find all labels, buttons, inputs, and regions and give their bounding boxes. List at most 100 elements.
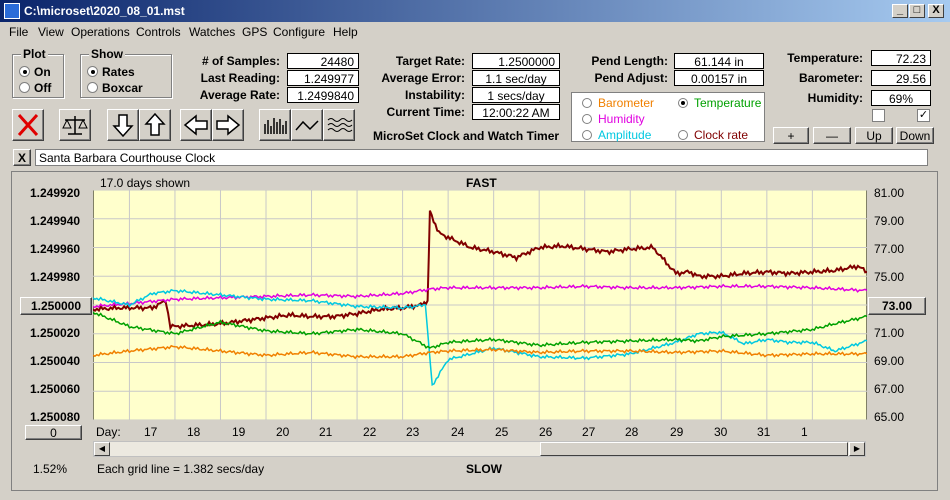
right-tick: 65.00 [874, 410, 905, 424]
menu-gps[interactable]: GPS [242, 25, 268, 39]
right-tick: 67.00 [874, 382, 905, 396]
slow-label: SLOW [466, 462, 502, 476]
instability-label: Instability: [404, 88, 465, 102]
arrow-left-icon [183, 114, 208, 136]
arrow-right-icon [216, 114, 241, 136]
day-tick: 21 [319, 425, 333, 439]
right-center-button[interactable]: 73.00 [868, 297, 926, 315]
zero-button[interactable]: 0 [25, 425, 82, 440]
sensor-temperature-radio[interactable]: Temperature [678, 96, 761, 110]
scales-icon [62, 116, 88, 135]
show-boxcar-radio[interactable]: Boxcar [87, 81, 143, 95]
radio-selected-icon [19, 66, 30, 77]
arrow-up-button[interactable] [139, 109, 171, 141]
radio-empty-icon [678, 130, 688, 140]
arrow-down-icon [112, 114, 134, 138]
day-tick: 1 [801, 425, 808, 439]
menu-configure[interactable]: Configure [273, 25, 326, 39]
fast-label: FAST [466, 176, 497, 190]
sensor-amplitude-radio[interactable]: Amplitude [582, 128, 651, 142]
samples-value: 24480 [287, 53, 359, 69]
barometer-value: 29.56 [871, 70, 931, 86]
day-tick: 23 [406, 425, 420, 439]
day-tick: 25 [495, 425, 509, 439]
menu-operations[interactable]: Operations [71, 25, 130, 39]
average-rate-value: 1.2499840 [287, 87, 359, 103]
up-button[interactable]: Up [855, 127, 893, 144]
radio-empty-icon [582, 114, 592, 124]
stop-button[interactable] [12, 109, 44, 141]
wave-icon [327, 118, 353, 132]
series-line-clock-rate [93, 210, 867, 332]
menu-file[interactable]: File [9, 25, 29, 39]
right-tick: 69.00 [874, 354, 905, 368]
left-center-button[interactable]: 1.250000 [20, 297, 92, 315]
radio-selected-icon [678, 98, 688, 108]
menu-watches[interactable]: Watches [189, 25, 236, 39]
left-tick: 1.250040 [30, 354, 81, 368]
humidity-label: Humidity: [807, 91, 863, 105]
show-rates-radio[interactable]: Rates [87, 65, 135, 79]
day-tick: 28 [625, 425, 639, 439]
line-button[interactable] [291, 109, 323, 141]
clock-close-button[interactable]: X [13, 149, 31, 166]
arrow-left-button[interactable] [180, 109, 212, 141]
down-button[interactable]: Down [896, 127, 934, 144]
left-tick: 1.250060 [30, 382, 81, 396]
arrow-right-button[interactable] [212, 109, 244, 141]
bar-graph-icon [264, 118, 287, 134]
sensor-humidity-radio[interactable]: Humidity [582, 112, 645, 126]
scroll-left-icon[interactable]: ◀ [94, 442, 110, 456]
average-error-label: Average Error: [381, 71, 465, 85]
sensor-clock-rate-radio[interactable]: Clock rate [678, 128, 748, 142]
samples-label: # of Samples: [201, 54, 280, 68]
humidity-value: 69% [871, 90, 931, 106]
line-graph-icon [295, 120, 319, 131]
radio-empty-icon [582, 130, 592, 140]
minimize-button[interactable]: _ [892, 4, 908, 18]
day-tick: 22 [363, 425, 377, 439]
left-tick: 1.249980 [30, 270, 81, 284]
horizontal-scrollbar[interactable]: ◀ ▶ [93, 441, 866, 457]
menu-controls[interactable]: Controls [136, 25, 181, 39]
plot-group: Plot On Off [12, 47, 64, 98]
menu-help[interactable]: Help [333, 25, 358, 39]
radio-empty-icon [19, 82, 30, 93]
day-label: Day: [96, 425, 121, 439]
right-tick: 79.00 [874, 214, 905, 228]
arrow-up-icon [144, 112, 166, 136]
product-name: MicroSet Clock and Watch Timer [373, 129, 560, 143]
temperature-label: Temperature: [787, 51, 863, 65]
close-button[interactable]: X [928, 4, 944, 18]
right-tick: 77.00 [874, 242, 905, 256]
left-tick: 1.249920 [30, 186, 81, 200]
pend-length-value: 61.144 in [674, 53, 764, 69]
minus-button[interactable]: — [813, 127, 851, 144]
plot-on-radio[interactable]: On [19, 65, 51, 79]
scroll-thumb[interactable] [540, 442, 848, 456]
day-tick: 18 [187, 425, 201, 439]
show-group-label: Show [89, 47, 125, 61]
radio-selected-icon [87, 66, 98, 77]
menu-view[interactable]: View [38, 25, 64, 39]
wave-button[interactable] [323, 109, 355, 141]
percent-label: 1.52% [33, 462, 68, 476]
scroll-right-icon[interactable]: ▶ [849, 442, 865, 456]
maximize-button[interactable]: □ [909, 4, 925, 18]
plus-button[interactable]: + [773, 127, 809, 144]
instability-value: 1 secs/day [472, 87, 560, 103]
plot-off-radio[interactable]: Off [19, 81, 51, 95]
arrow-down-button[interactable] [107, 109, 139, 141]
pend-adjust-label: Pend Adjust: [594, 71, 668, 85]
show-group: Show Rates Boxcar [80, 47, 172, 98]
series-line-humidity [93, 283, 867, 309]
checkbox-right[interactable]: ✓ [917, 109, 930, 122]
target-rate-value: 1.2500000 [472, 53, 560, 69]
clock-name-field[interactable]: Santa Barbara Courthouse Clock [35, 149, 928, 166]
day-tick: 29 [670, 425, 684, 439]
balance-button[interactable] [59, 109, 91, 141]
checkbox-left[interactable] [872, 109, 885, 122]
sensor-barometer-radio[interactable]: Barometer [582, 96, 654, 110]
day-tick: 30 [714, 425, 728, 439]
bars-button[interactable] [259, 109, 291, 141]
